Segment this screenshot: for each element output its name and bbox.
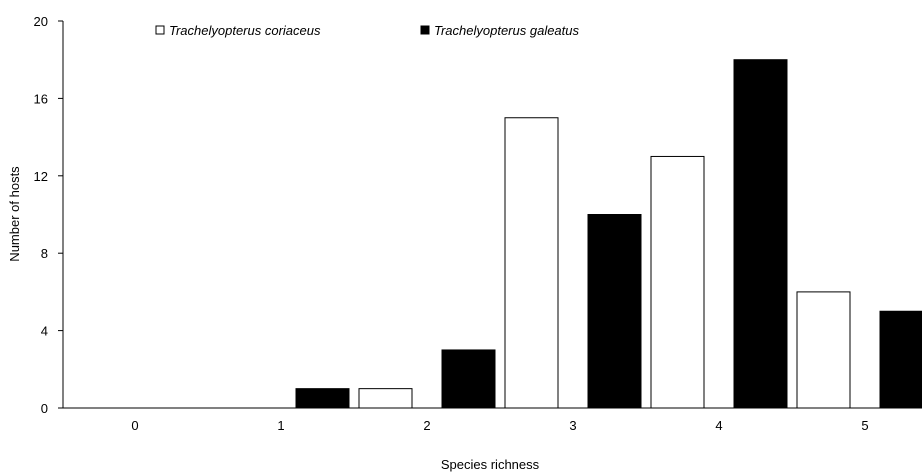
- y-axis-title: Number of hosts: [7, 166, 22, 262]
- y-tick-label: 8: [41, 246, 48, 261]
- y-tick-label: 0: [41, 401, 48, 416]
- bar-galeatus-3: [587, 214, 642, 409]
- x-tick-label: 2: [423, 418, 430, 433]
- legend-swatch-galeatus: [420, 25, 430, 35]
- legend-swatch-coriaceus: [155, 25, 165, 35]
- legend-label-galeatus: Trachelyopterus galeatus: [434, 23, 580, 38]
- bar-galeatus-2: [441, 349, 496, 409]
- x-axis-title: Species richness: [441, 457, 540, 472]
- x-axis-ticks: 0 1 2 3 4 5: [131, 418, 868, 433]
- bar-coriaceus-2: [358, 388, 413, 409]
- bar-coriaceus-3: [504, 117, 559, 409]
- y-tick-label: 12: [34, 169, 48, 184]
- bars: [295, 59, 922, 409]
- y-tick-label: 16: [34, 91, 48, 106]
- x-tick-label: 0: [131, 418, 138, 433]
- y-tick-label: 20: [34, 14, 48, 29]
- legend: Trachelyopterus coriaceus Trachelyopteru…: [155, 23, 580, 38]
- x-tick-label: 1: [277, 418, 284, 433]
- bar-galeatus-1: [295, 388, 350, 409]
- x-tick-label: 3: [569, 418, 576, 433]
- y-axis-ticks: 0 4 8 12 16 20: [34, 14, 63, 416]
- y-tick-label: 4: [41, 324, 48, 339]
- bar-coriaceus-4: [650, 155, 705, 409]
- x-tick-label: 4: [715, 418, 722, 433]
- bar-galeatus-4: [733, 59, 788, 409]
- x-tick-label: 5: [861, 418, 868, 433]
- bar-coriaceus-5: [796, 291, 851, 409]
- legend-label-coriaceus: Trachelyopterus coriaceus: [169, 23, 321, 38]
- bar-galeatus-5: [879, 310, 922, 409]
